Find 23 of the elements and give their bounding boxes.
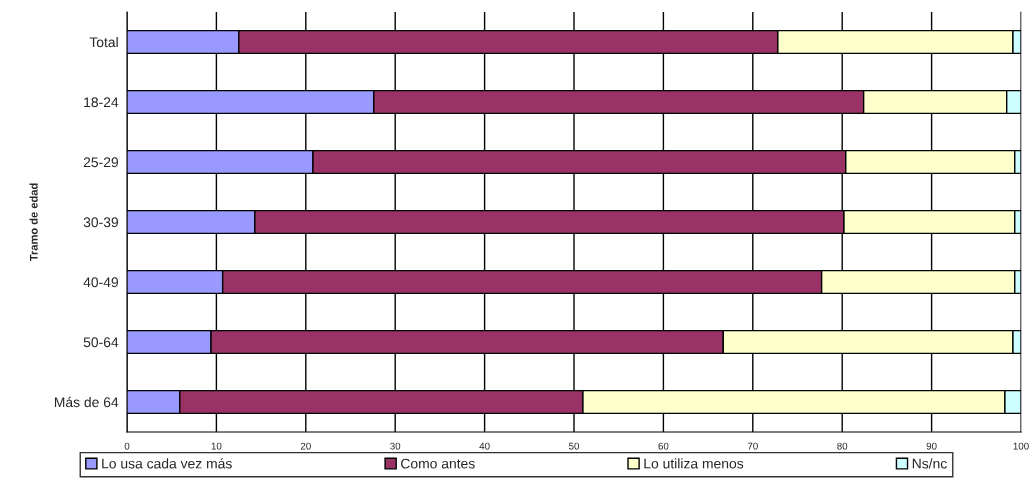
x-tick-label: 0: [124, 442, 130, 450]
x-tick-label: 100: [1013, 442, 1029, 450]
x-tick-label: 70: [747, 442, 758, 450]
y-tick-label: 18-24: [84, 97, 119, 108]
y-tick-label: 40-49: [83, 277, 119, 288]
x-tick-label: 50: [568, 442, 580, 450]
x-tick-label: 10: [211, 442, 222, 450]
legend-label: Lo utiliza menos: [644, 458, 744, 469]
x-tick-label: 60: [658, 442, 669, 450]
legend-label: Como antes: [401, 458, 475, 469]
legend-label: Ns/nc: [912, 458, 947, 469]
x-tick-label: 40: [479, 442, 490, 450]
legend-label: Lo usa cada vez más: [102, 458, 232, 469]
x-tick-label: 30: [390, 442, 401, 450]
y-tick-label: 50-64: [83, 337, 119, 348]
y-tick-label: 30-39: [83, 217, 119, 228]
y-tick-label: Total: [89, 36, 118, 48]
x-tick-label: 80: [837, 442, 848, 450]
y-tick-label: Más de 64: [54, 396, 119, 408]
x-tick-label: 90: [926, 442, 937, 450]
x-tick-label: 20: [300, 442, 311, 450]
y-tick-label: 25-29: [83, 157, 119, 168]
y-axis-title: Tramo de edad: [29, 183, 38, 262]
